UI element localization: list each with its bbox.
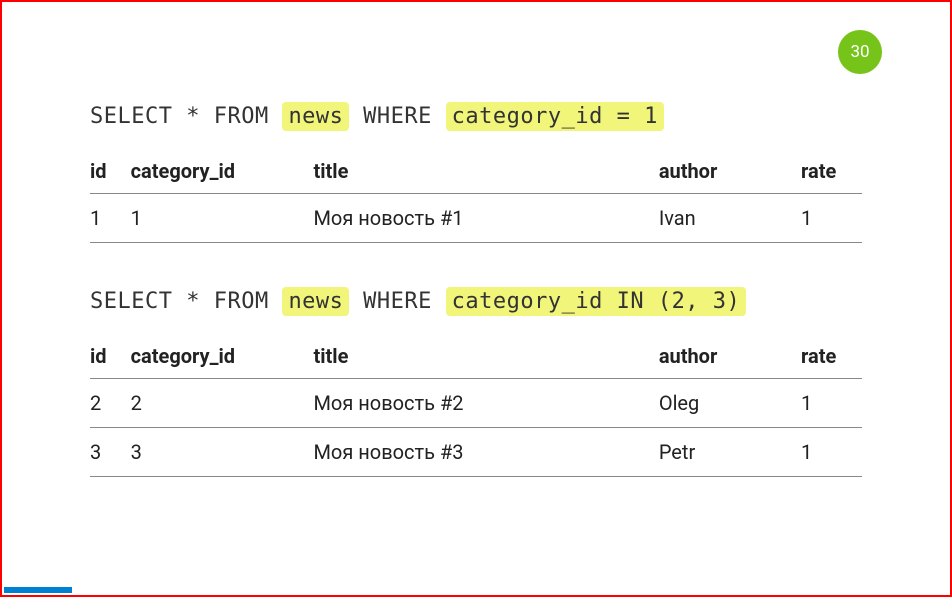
table-row: 3 3 Моя новость #3 Petr 1	[90, 427, 862, 476]
page-number-badge: 30	[838, 30, 882, 74]
col-header-category: category_id	[131, 336, 314, 379]
cell-category: 3	[131, 427, 314, 476]
sql-token: WHERE	[349, 104, 445, 129]
col-header-id: id	[90, 151, 131, 194]
cell-id: 1	[90, 193, 131, 242]
page-number-text: 30	[850, 42, 869, 62]
slide-content: SELECT * FROM news WHERE category_id = 1…	[2, 2, 950, 477]
sql-highlight-table: news	[282, 102, 349, 131]
cell-id: 2	[90, 378, 131, 427]
cell-category: 1	[131, 193, 314, 242]
sql-token: SELECT * FROM	[90, 104, 282, 129]
cell-category: 2	[131, 378, 314, 427]
table-row: 2 2 Моя новость #2 Oleg 1	[90, 378, 862, 427]
cell-author: Petr	[659, 427, 801, 476]
slide-frame: 30 SELECT * FROM news WHERE category_id …	[0, 0, 952, 597]
cell-rate: 1	[801, 193, 862, 242]
sql-highlight-where: category_id IN (2, 3)	[446, 287, 747, 316]
col-header-rate: rate	[801, 151, 862, 194]
result-table-1: id category_id title author rate 1 1 Моя…	[90, 151, 862, 243]
col-header-id: id	[90, 336, 131, 379]
result-table-2: id category_id title author rate 2 2 Моя…	[90, 336, 862, 477]
cell-title: Моя новость #3	[313, 427, 658, 476]
cell-id: 3	[90, 427, 131, 476]
col-header-rate: rate	[801, 336, 862, 379]
col-header-title: title	[313, 151, 658, 194]
cell-author: Ivan	[659, 193, 801, 242]
cell-rate: 1	[801, 427, 862, 476]
cell-rate: 1	[801, 378, 862, 427]
cell-title: Моя новость #2	[313, 378, 658, 427]
sql-token: WHERE	[349, 289, 445, 314]
table-row: 1 1 Моя новость #1 Ivan 1	[90, 193, 862, 242]
table-header-row: id category_id title author rate	[90, 151, 862, 194]
cell-title: Моя новость #1	[313, 193, 658, 242]
progress-bar	[4, 587, 72, 593]
sql-highlight-table: news	[282, 287, 349, 316]
col-header-title: title	[313, 336, 658, 379]
sql-query-2: SELECT * FROM news WHERE category_id IN …	[90, 287, 862, 318]
sql-token: SELECT * FROM	[90, 289, 282, 314]
col-header-author: author	[659, 151, 801, 194]
table-header-row: id category_id title author rate	[90, 336, 862, 379]
sql-query-1: SELECT * FROM news WHERE category_id = 1	[90, 102, 862, 133]
col-header-category: category_id	[131, 151, 314, 194]
col-header-author: author	[659, 336, 801, 379]
cell-author: Oleg	[659, 378, 801, 427]
sql-highlight-where: category_id = 1	[446, 102, 664, 131]
